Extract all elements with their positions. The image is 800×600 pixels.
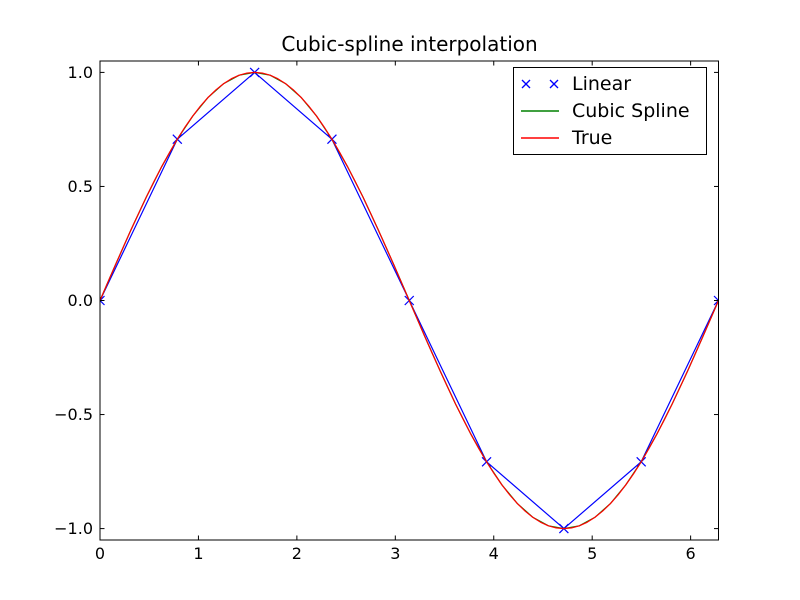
legend-handle-line-icon <box>514 131 566 145</box>
legend-item-true: True <box>514 125 706 152</box>
x-tick-label: 1 <box>193 544 203 563</box>
x-tick-label: 2 <box>292 544 302 563</box>
x-tick-label: 4 <box>489 544 499 563</box>
legend-label-cubic-spline: Cubic Spline <box>572 99 690 122</box>
legend-handle-x-markers-icon <box>514 77 566 91</box>
x-marker-icon <box>100 299 105 306</box>
x-tick-label: 0 <box>95 544 105 563</box>
legend-label-linear: Linear <box>572 72 632 95</box>
legend-handle-line-icon <box>514 104 566 118</box>
y-tick-label: −1.0 <box>54 519 93 538</box>
y-tick-label: 0.0 <box>68 291 93 310</box>
x-tick-label: 6 <box>686 544 696 563</box>
chart-title: Cubic-spline interpolation <box>281 32 538 56</box>
legend: Linear Cubic Spline True <box>513 67 707 155</box>
x-tick-label: 3 <box>390 544 400 563</box>
legend-item-linear: Linear <box>514 70 706 97</box>
y-tick-label: 0.5 <box>68 177 93 196</box>
x-marker-icon <box>713 295 719 302</box>
y-tick-label: −0.5 <box>54 405 93 424</box>
axes-frame <box>99 60 719 541</box>
y-tick-label: 1.0 <box>68 63 93 82</box>
series-true-line <box>100 71 719 530</box>
legend-label-true: True <box>572 127 613 150</box>
x-tick-label: 5 <box>587 544 597 563</box>
x-marker-icon <box>713 299 719 306</box>
legend-item-cubic-spline: Cubic Spline <box>514 97 706 124</box>
x-marker-icon <box>100 295 105 302</box>
